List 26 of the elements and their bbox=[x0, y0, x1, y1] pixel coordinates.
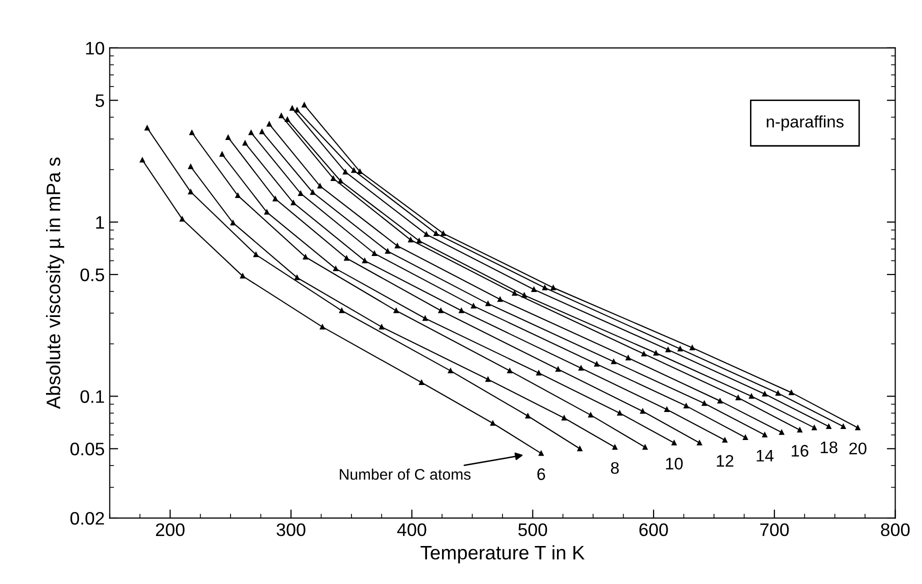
series-label: 12 bbox=[716, 455, 734, 467]
y-tick-label: 0.05 bbox=[70, 442, 104, 456]
y-tick-label: 5 bbox=[96, 94, 104, 108]
x-tick-label: 800 bbox=[880, 523, 910, 536]
x-tick-label: 200 bbox=[156, 523, 184, 536]
series-label: 10 bbox=[666, 458, 683, 470]
series-label: 8 bbox=[610, 462, 619, 474]
y-tick-label: 1 bbox=[96, 216, 104, 229]
y-tick-label: 10 bbox=[86, 42, 104, 55]
y-axis-title: Absolute viscosity µ in mPa s bbox=[46, 158, 64, 409]
series-label: 16 bbox=[792, 444, 808, 457]
annotation: Number of C atoms bbox=[340, 468, 471, 480]
series-label: 18 bbox=[820, 441, 838, 454]
y-tick-label: 0.5 bbox=[80, 268, 104, 282]
x-tick-label: 700 bbox=[760, 523, 789, 536]
y-tick-label: 0.1 bbox=[80, 390, 104, 403]
y-tick-label: 0.02 bbox=[70, 512, 104, 525]
x-tick-label: 600 bbox=[639, 523, 668, 536]
x-tick-label: 500 bbox=[518, 523, 548, 536]
x-tick-label: 400 bbox=[397, 523, 426, 536]
series-label: 14 bbox=[756, 450, 774, 462]
series-label: 6 bbox=[537, 468, 546, 480]
annotation: n-paraffins bbox=[766, 115, 844, 131]
legend-label: 20 bbox=[849, 442, 866, 454]
x-axis-title: Temperature T in K bbox=[420, 545, 585, 564]
x-tick-label: 300 bbox=[276, 523, 306, 536]
